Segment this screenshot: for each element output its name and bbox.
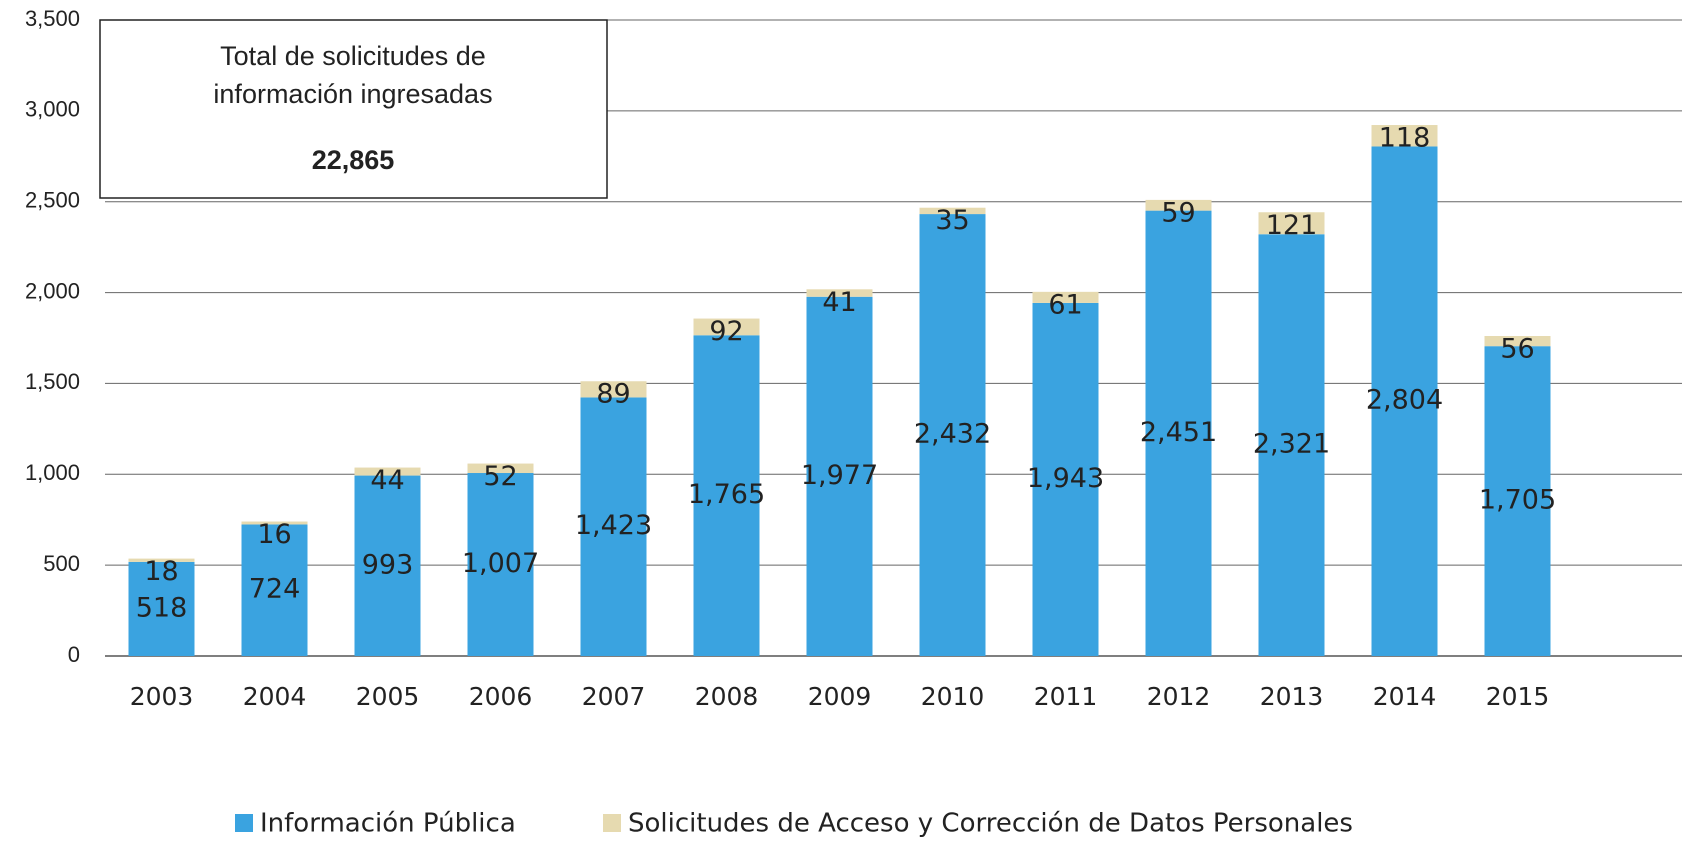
data-label: 52 (483, 461, 517, 492)
data-label: 993 (362, 549, 414, 580)
data-label: 89 (596, 379, 630, 410)
data-label: 1,423 (575, 510, 652, 541)
bar-segment (354, 475, 421, 656)
y-tick-label: 0 (68, 642, 80, 667)
bar-segment (241, 524, 308, 656)
y-tick-label: 1,500 (25, 369, 80, 394)
bar-segment (354, 467, 421, 476)
annotation-text: información ingresadas (213, 79, 492, 109)
bar-segment (128, 561, 195, 656)
bar-segment (1371, 125, 1438, 147)
data-label: 1,943 (1027, 463, 1104, 494)
bar-segment (1032, 302, 1099, 656)
bar-segment (580, 381, 647, 398)
bar-segment (1484, 346, 1551, 656)
data-label: 1,705 (1479, 485, 1556, 516)
x-tick-label: 2015 (1486, 682, 1550, 711)
data-label: 59 (1161, 197, 1195, 228)
bar-segment (467, 473, 534, 656)
x-tick-label: 2011 (1034, 682, 1098, 711)
bar-segment (128, 558, 195, 562)
data-label: 121 (1266, 210, 1318, 241)
bar-segment (693, 335, 760, 656)
x-tick-label: 2013 (1260, 682, 1324, 711)
x-tick-label: 2003 (130, 682, 194, 711)
x-tick-label: 2012 (1147, 682, 1211, 711)
bar-segment (806, 289, 873, 297)
legend-label: Solicitudes de Acceso y Corrección de Da… (628, 809, 1353, 839)
bar-segment (467, 463, 534, 474)
x-tick-label: 2004 (243, 682, 307, 711)
bar-segment (580, 397, 647, 656)
bar-segment (806, 296, 873, 656)
data-label: 41 (822, 287, 856, 318)
bar-segment (1258, 212, 1325, 235)
data-label: 2,451 (1140, 417, 1217, 448)
bar-segment (693, 318, 760, 336)
bar-segment (1145, 210, 1212, 656)
x-tick-label: 2014 (1373, 682, 1437, 711)
bar-segment (1371, 146, 1438, 656)
legend-swatch (235, 814, 253, 832)
data-label: 61 (1048, 289, 1082, 320)
data-label: 56 (1500, 334, 1534, 365)
data-label: 44 (370, 465, 404, 496)
data-label: 2,432 (914, 419, 991, 450)
y-tick-label: 2,500 (25, 188, 80, 213)
legend-label: Información Pública (260, 809, 516, 839)
data-label: 724 (249, 574, 301, 605)
x-tick-label: 2009 (808, 682, 872, 711)
data-label: 1,765 (688, 479, 765, 510)
y-tick-label: 3,000 (25, 97, 80, 122)
bar-segment (1032, 291, 1099, 303)
bar-segment (241, 521, 308, 525)
annotation-text: Total de solicitudes de (220, 41, 486, 71)
bar-segment (1484, 336, 1551, 347)
data-label: 92 (709, 316, 743, 347)
annotation-total: 22,865 (312, 145, 395, 175)
bar-segment (1145, 199, 1212, 211)
data-label: 16 (257, 519, 291, 550)
x-tick-label: 2005 (356, 682, 420, 711)
annotation-box (99, 19, 608, 199)
data-label: 2,321 (1253, 429, 1330, 460)
data-label: 1,977 (801, 460, 878, 491)
data-label: 1,007 (462, 548, 539, 579)
y-tick-label: 3,500 (25, 6, 80, 31)
bar-segment (919, 207, 986, 215)
x-tick-label: 2008 (695, 682, 759, 711)
bar-segment (919, 214, 986, 656)
x-tick-label: 2006 (469, 682, 533, 711)
data-label: 35 (935, 205, 969, 236)
x-tick-label: 2007 (582, 682, 646, 711)
y-tick-label: 500 (43, 551, 80, 576)
data-label: 118 (1379, 123, 1431, 154)
data-label: 2,804 (1366, 385, 1443, 416)
y-tick-label: 2,000 (25, 278, 80, 303)
legend-swatch (603, 814, 621, 832)
data-label: 518 (136, 592, 188, 623)
y-tick-label: 1,000 (25, 460, 80, 485)
bar-segment (1258, 234, 1325, 656)
data-label: 18 (144, 556, 178, 587)
x-tick-label: 2010 (921, 682, 985, 711)
